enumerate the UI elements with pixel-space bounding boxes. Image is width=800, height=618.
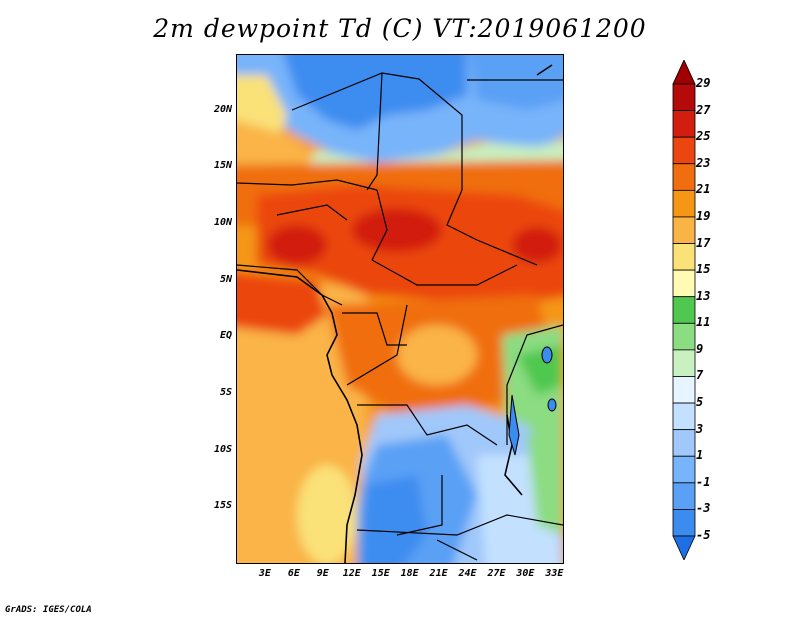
lon-tick-label: 30E	[516, 568, 535, 579]
lat-tick-label: 10N	[213, 217, 232, 228]
colorbar-bottom-arrow	[672, 535, 696, 560]
colorbar-band	[672, 429, 696, 457]
lon-tick-label: 21E	[429, 568, 448, 579]
lat-tick-label: 5S	[219, 387, 232, 398]
lon-tick-label: 24E	[458, 568, 477, 579]
colorbar-band	[672, 189, 696, 218]
dewpoint-map	[236, 54, 564, 564]
colorbar-label: 25	[696, 129, 711, 144]
colorbar-label: 13	[696, 288, 711, 303]
colorbar-label: 1	[696, 448, 704, 463]
chart-title: 2m dewpoint Td (C) VT:2019061200	[153, 14, 647, 43]
lat-tick-label: 20N	[213, 103, 232, 115]
lon-tick-label: 9E	[316, 568, 329, 579]
colorbar-band	[672, 402, 696, 431]
colorbar-top-arrow	[672, 60, 696, 85]
dewpoint-field	[237, 55, 563, 563]
colorbar-band	[672, 509, 696, 537]
lon-tick-label: 15E	[371, 568, 390, 579]
lon-tick-label: 33E	[545, 568, 564, 579]
colorbar-label: 9	[696, 341, 704, 356]
colorbar-band	[672, 322, 696, 351]
lat-tick-label: 5N	[219, 273, 232, 285]
colorbar-band	[672, 455, 696, 484]
colorbar-band	[672, 269, 696, 298]
lon-tick-label: 6E	[287, 568, 300, 579]
colorbar-band	[672, 349, 696, 377]
colorbar-band	[672, 243, 696, 271]
lon-tick-label: 27E	[487, 568, 506, 579]
colorbar-label: 29	[696, 76, 711, 90]
colorbar-band	[672, 482, 696, 510]
lon-tick-label: 12E	[342, 568, 361, 579]
lon-tick-label: 3E	[258, 568, 271, 579]
colorbar-label: 3	[696, 421, 704, 436]
colorbar-label: 17	[696, 235, 711, 250]
colorbar-label: 7	[696, 368, 704, 383]
credit-text: GrADS: IGES/COLA	[5, 605, 92, 615]
colorbar-label: 19	[696, 208, 711, 223]
colorbar-band	[672, 376, 696, 404]
lon-tick-label: 18E	[400, 568, 419, 579]
lat-tick-label: 15S	[213, 500, 232, 512]
country-borders	[237, 72, 563, 561]
lat-tick-label: 10S	[213, 443, 232, 455]
colorbar-label: 11	[696, 315, 711, 330]
colorbar-label: -3	[696, 501, 711, 516]
colorbar-label: -5	[696, 528, 711, 542]
lakes	[508, 346, 557, 456]
lat-tick-label: EQ	[219, 330, 232, 342]
colorbar-label: 15	[696, 262, 711, 277]
lat-tick-label: 15N	[213, 160, 232, 172]
colorbar-label: 27	[696, 102, 711, 117]
colorbar-label: 23	[696, 155, 711, 170]
colorbar-band	[672, 83, 696, 111]
colorbar-band	[672, 163, 696, 191]
colorbar-label: 21	[696, 182, 711, 197]
colorbar-band	[672, 110, 696, 138]
colorbar-band	[672, 216, 696, 244]
colorbar-band	[672, 136, 696, 165]
colorbar-label: 5	[696, 395, 704, 410]
colorbar-band	[672, 296, 696, 324]
colorbar-label: -1	[696, 474, 711, 489]
